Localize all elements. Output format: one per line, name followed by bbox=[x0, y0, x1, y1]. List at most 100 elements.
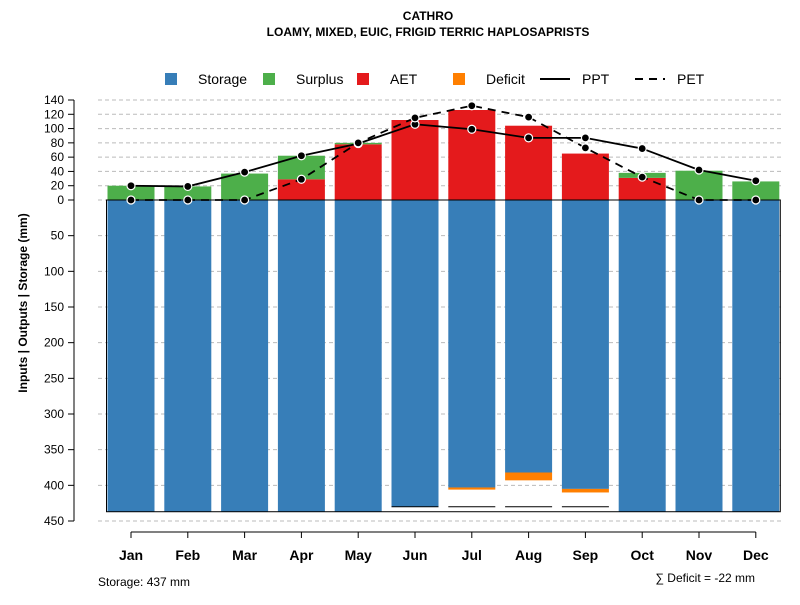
deficit-note: ∑ Deficit = -22 mm bbox=[655, 571, 755, 585]
y-tick-label: 300 bbox=[44, 407, 64, 421]
x-tick-label: May bbox=[345, 547, 372, 563]
y-tick-label: 40 bbox=[51, 164, 65, 178]
x-tick-label: Sep bbox=[573, 547, 599, 563]
bars bbox=[106, 110, 781, 513]
y-tick-label: 0 bbox=[57, 193, 64, 207]
ppt-point bbox=[637, 143, 647, 154]
x-tick-label: Dec bbox=[743, 547, 769, 563]
pet-point bbox=[694, 195, 704, 205]
bar-storage-may bbox=[334, 200, 382, 512]
x-tick-label: Mar bbox=[232, 547, 257, 563]
pet-point bbox=[410, 113, 420, 123]
bar-storage-nov bbox=[675, 200, 723, 512]
x-tick-label: Jun bbox=[403, 547, 428, 563]
x-tick-label: Aug bbox=[515, 547, 542, 563]
y-tick-label: 50 bbox=[51, 229, 65, 243]
ppt-line bbox=[130, 123, 756, 188]
x-tick-label: Jul bbox=[462, 547, 482, 563]
y-tick-label: 400 bbox=[44, 478, 64, 492]
bar-storage-dec bbox=[732, 200, 780, 512]
legend-swatch-deficit bbox=[453, 73, 465, 85]
bar-surplus-apr bbox=[277, 155, 325, 180]
legend-label-pet: PET bbox=[677, 71, 705, 87]
ppt-point bbox=[580, 133, 591, 143]
ppt-point bbox=[240, 167, 250, 177]
storage-note: Storage: 437 mm bbox=[98, 575, 190, 589]
bar-storage-oct bbox=[618, 200, 666, 512]
bar-aet-sep bbox=[561, 153, 609, 200]
y-tick-label: 20 bbox=[51, 179, 65, 193]
bar-surplus-dec bbox=[732, 181, 780, 200]
bar-aet-jul bbox=[448, 110, 496, 200]
x-axis: Jan Feb Mar Apr May Jun Jul Aug Sep Oct Nov Dec bbox=[119, 531, 769, 563]
y-tick-label: 250 bbox=[44, 371, 64, 385]
bar-storage-aug bbox=[505, 200, 553, 473]
legend: Storage Surplus AET Deficit PPT PET bbox=[165, 71, 705, 87]
lines bbox=[126, 101, 761, 205]
x-tick-label: Feb bbox=[175, 547, 200, 563]
ppt-point bbox=[751, 176, 761, 186]
legend-label-aet: AET bbox=[390, 71, 418, 87]
y-tick-label: 100 bbox=[44, 264, 64, 278]
bar-storage-sep bbox=[561, 200, 609, 489]
y-tick-label: 150 bbox=[44, 300, 64, 314]
legend-label-storage: Storage bbox=[198, 71, 247, 87]
x-tick-label: Oct bbox=[631, 547, 655, 563]
pet-point bbox=[240, 195, 250, 205]
ppt-point bbox=[183, 181, 193, 192]
storage-capacity-outline bbox=[106, 199, 781, 513]
bar-storage-feb bbox=[164, 200, 212, 512]
x-tick-label: Nov bbox=[686, 547, 713, 563]
pet-point bbox=[353, 138, 363, 148]
y-tick-label: 450 bbox=[44, 514, 64, 528]
legend-label-surplus: Surplus bbox=[296, 71, 343, 87]
bar-aet-jun bbox=[391, 120, 439, 200]
y-tick-label: 80 bbox=[51, 136, 65, 150]
y-axis-label: Inputs | Outputs | Storage (mm) bbox=[16, 213, 30, 392]
ppt-point bbox=[126, 181, 136, 191]
y-tick-label: 100 bbox=[44, 122, 64, 136]
bar-deficit-sep bbox=[561, 488, 609, 493]
legend-swatch-aet bbox=[357, 73, 369, 85]
bar-storage-jul bbox=[448, 200, 496, 488]
legend-label-deficit: Deficit bbox=[486, 71, 525, 87]
y-tick-label: 350 bbox=[44, 443, 64, 457]
legend-swatch-surplus bbox=[263, 73, 275, 85]
y-axis: 0204060801001201405010015020025030035040… bbox=[44, 93, 75, 528]
y-tick-label: 120 bbox=[44, 107, 64, 121]
legend-swatch-storage bbox=[165, 73, 177, 85]
bar-surplus-jan bbox=[107, 185, 155, 200]
bar-deficit-aug bbox=[505, 472, 553, 481]
legend-label-ppt: PPT bbox=[582, 71, 610, 87]
x-tick-label: Jan bbox=[119, 547, 143, 563]
bar-storage-jun bbox=[391, 200, 439, 507]
pet-point bbox=[580, 143, 591, 153]
y-tick-label: 200 bbox=[44, 336, 64, 350]
chart-title: CATHRO bbox=[403, 9, 453, 23]
ppt-point bbox=[296, 151, 306, 161]
pet-point bbox=[296, 174, 306, 184]
ppt-point bbox=[694, 165, 704, 175]
pet-point bbox=[751, 195, 761, 205]
bar-surplus-nov bbox=[675, 170, 723, 200]
y-tick-label: 140 bbox=[44, 93, 64, 107]
bar-aet-may bbox=[334, 144, 382, 200]
pet-point bbox=[126, 195, 136, 205]
pet-point bbox=[523, 112, 534, 122]
bar-aet-oct bbox=[618, 177, 666, 200]
x-tick-label: Apr bbox=[289, 547, 314, 563]
bar-storage-jan bbox=[107, 200, 155, 512]
y-tick-label: 60 bbox=[51, 150, 65, 164]
chart-subtitle: LOAMY, MIXED, EUIC, FRIGID TERRIC HAPLOS… bbox=[267, 25, 590, 39]
pet-line bbox=[131, 104, 756, 201]
bar-storage-apr bbox=[277, 200, 325, 512]
ppt-point bbox=[523, 133, 534, 143]
bar-storage-mar bbox=[221, 200, 269, 512]
pet-point bbox=[467, 101, 477, 111]
pet-point bbox=[183, 195, 193, 205]
bar-surplus-feb bbox=[164, 186, 212, 200]
pet-point bbox=[637, 172, 647, 182]
bar-deficit-jul bbox=[448, 487, 496, 490]
ppt-point bbox=[467, 124, 477, 134]
